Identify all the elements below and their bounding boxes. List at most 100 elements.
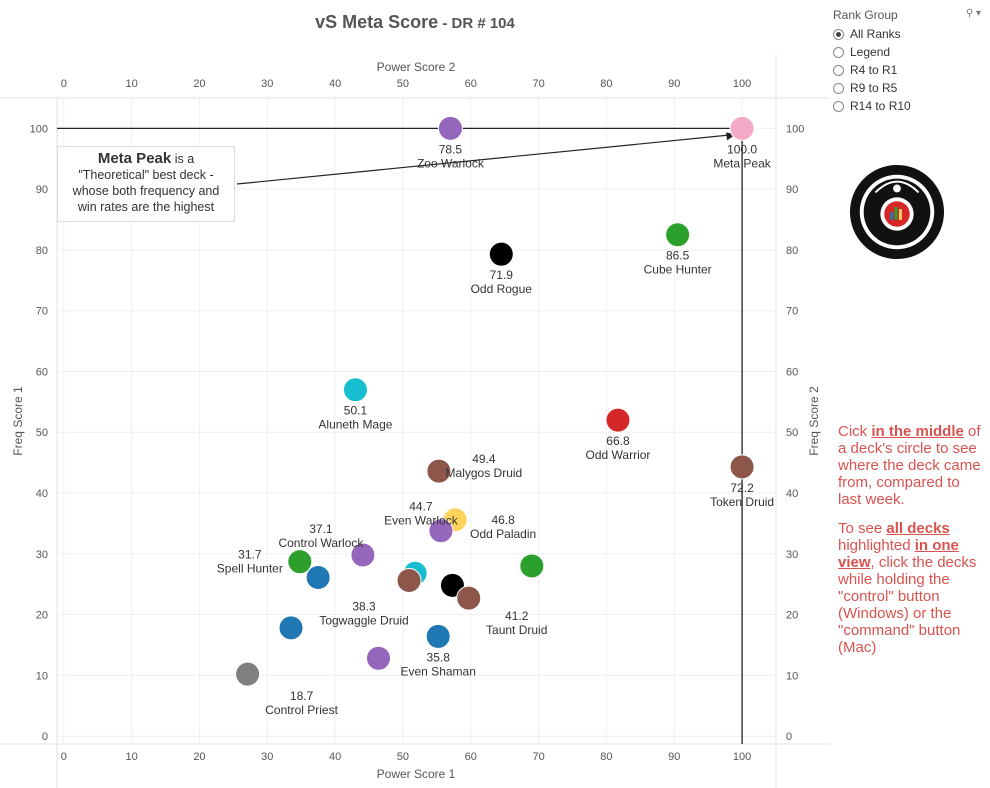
x-tick-label-top: 60 [465,78,477,90]
x-tick-label: 100 [733,751,751,763]
grid [0,55,830,788]
x-tick-label-top: 10 [125,78,137,90]
y-tick-label-right: 70 [786,306,798,318]
deck-score-label: 50.1 [344,404,368,418]
deck-name-label: Control Warlock [278,536,364,550]
deck-score-label: 41.2 [505,609,529,623]
deck-score-label: 72.2 [730,481,754,495]
deck-name-label: Togwaggle Druid [319,614,408,628]
rank-option-label: All Ranks [850,27,901,41]
y-axis-label-right: Freq Score 2 [807,386,821,456]
arrow-line [236,133,737,185]
help-text-part: To see [838,520,887,537]
deck-name-label: Zoo Warlock [417,156,485,170]
help-text-part: of a deck's circle to see where the deck… [838,423,981,508]
radio-icon[interactable] [833,64,844,76]
rank-option[interactable]: Legend [833,43,983,61]
deck-point [729,115,755,141]
annotation-text-4: win rates are the highest [77,200,215,214]
y-tick-label: 0 [42,731,48,743]
rank-option-label: R9 to R5 [850,81,898,95]
rank-option[interactable]: R4 to R1 [833,61,983,79]
x-tick-label: 60 [465,751,477,763]
deck-name-label: Malygos Druid [446,466,523,480]
deck-point [366,645,392,671]
deck-name-label: Odd Paladin [470,527,536,541]
rank-option[interactable]: All Ranks [833,25,983,43]
rank-option-label: R14 to R10 [850,99,911,113]
help-text-part: , click the decks while holding the "con… [838,554,977,656]
help-paragraph-2: To see all decks highlighted in one view… [838,520,986,656]
filter-tools[interactable]: ⚲ ▾ [966,8,981,19]
y-tick-label: 40 [36,488,48,500]
annotation-text-2: "Theoretical" best deck - [78,168,214,182]
y-tick-label: 100 [30,123,48,135]
radio-icon[interactable] [833,100,844,112]
radio-selected-icon[interactable] [833,28,844,40]
deck-point [519,553,545,579]
x-tick-label: 90 [668,751,680,763]
rank-option[interactable]: R9 to R5 [833,79,983,97]
x-axis-label-top: Power Score 2 [377,60,456,74]
rank-option-label: R4 to R1 [850,63,898,77]
y-axis-label: Freq Score 1 [11,386,25,456]
x-tick-label-top: 30 [261,78,273,90]
y-tick-label-right: 40 [786,488,798,500]
y-tick-label-right: 50 [786,427,798,439]
deck-point [396,568,422,594]
deck-name-label: Taunt Druid [486,623,547,637]
radio-icon[interactable] [833,46,844,58]
help-emphasis: in the middle [871,423,964,440]
deck-name-label: Meta Peak [713,156,771,170]
x-tick-label: 0 [61,751,67,763]
y-tick-label: 90 [36,184,48,196]
deck-name-label: Spell Hunter [217,562,283,576]
deck-point [437,115,463,141]
x-tick-label: 40 [329,751,341,763]
deck-score-label: 31.7 [238,548,262,562]
deck-name-label: Aluneth Mage [318,418,392,432]
deck-score-label: 66.8 [606,434,630,448]
chart-title-main: vS Meta Score [315,12,439,32]
deck-score-label: 35.8 [427,650,451,664]
deck-point [235,661,261,687]
x-tick-label: 30 [261,751,273,763]
y-tick-label: 50 [36,427,48,439]
deck-point [425,623,451,649]
deck-score-label: 86.5 [666,249,690,263]
deck-point [278,615,304,641]
y-tick-label: 20 [36,610,48,622]
filter-heading: Rank Group ⚲ ▾ [833,8,983,22]
deck-point [305,564,331,590]
deck-point [665,222,691,248]
x-tick-label-top: 20 [193,78,205,90]
search-icon[interactable]: ⚲ [965,8,974,19]
help-emphasis: in one view [838,537,959,571]
deck-name-label: Odd Rogue [471,282,533,296]
deck-name-label: Odd Warrior [586,448,651,462]
scatter-plot: 0 0 10 10 20 20 30 30 40 40 50 50 60 60 70 70 80 80 90 90 10… [0,55,830,788]
deck-point [287,549,313,575]
annotation-bold: Meta Peak [97,150,172,167]
y-tick-label: 60 [36,366,48,378]
help-text-part: highlighted [838,537,915,554]
deck-point [428,518,454,544]
deck-point [488,241,514,267]
deck-point [350,542,376,568]
radio-icon[interactable] [833,82,844,94]
y-tick-label-right: 30 [786,549,798,561]
help-text-part: Cick [838,423,872,440]
y-tick-label: 80 [36,245,48,257]
filter-heading-label: Rank Group [833,8,898,22]
deck-point [605,407,631,433]
deck-score-label: 49.4 [472,452,496,466]
chevron-down-icon[interactable]: ▾ [975,8,981,19]
rank-option[interactable]: R14 to R10 [833,97,983,115]
deck-score-label: 100.0 [727,142,757,156]
x-tick-label-top: 90 [668,78,680,90]
deck-point [729,454,755,480]
data-reaper-logo [849,164,945,260]
deck-score-label: 37.1 [309,522,333,536]
y-tick-label: 30 [36,549,48,561]
